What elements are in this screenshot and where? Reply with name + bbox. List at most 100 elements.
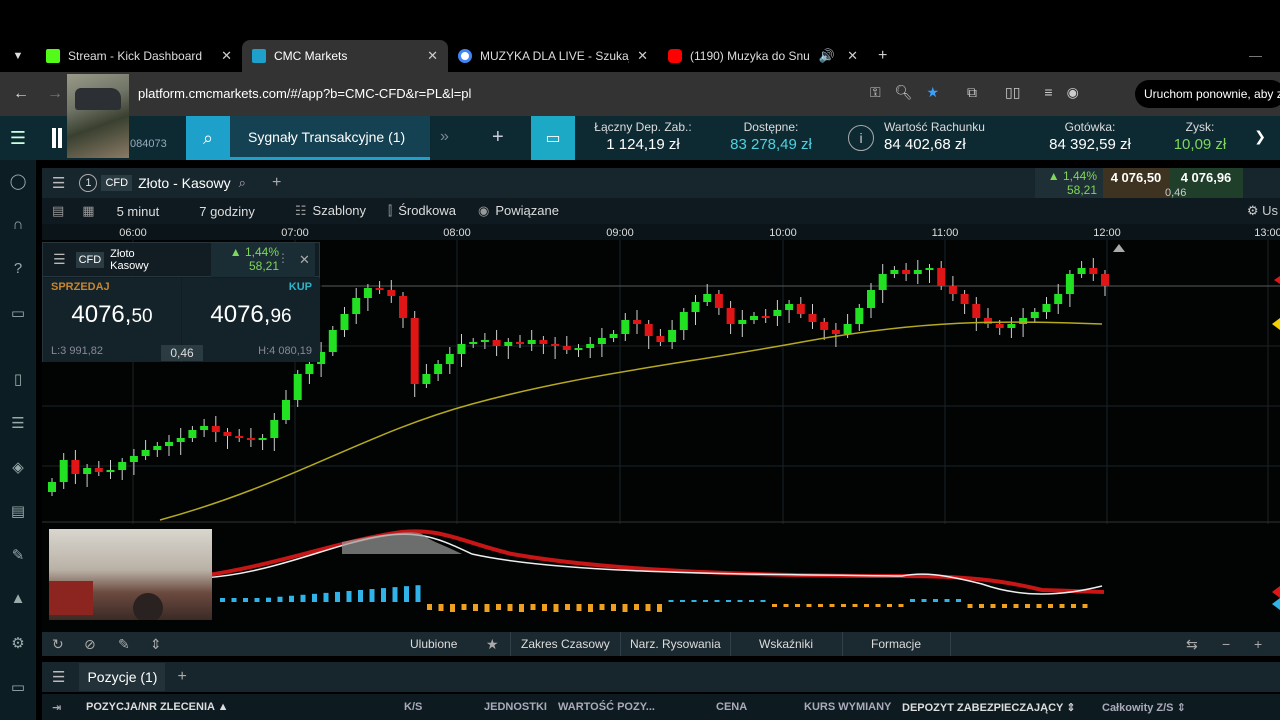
patterns-button[interactable]: Formacje bbox=[871, 637, 922, 651]
info-icon[interactable]: i bbox=[848, 125, 874, 151]
zoom-icon[interactable]: 🔍︎ bbox=[894, 84, 913, 100]
macd-histogram-bar bbox=[933, 599, 938, 602]
close-icon[interactable]: ✕ bbox=[221, 48, 232, 63]
reading-mode-icon[interactable]: ▯▯ bbox=[1005, 84, 1021, 100]
chart-settings[interactable]: ⚙ Us bbox=[1247, 203, 1278, 219]
add-tab-icon[interactable]: + bbox=[177, 668, 187, 685]
column-exchange-rate[interactable]: KURS WYMIANY bbox=[804, 701, 892, 713]
linked-button[interactable]: Powiązane bbox=[495, 203, 559, 218]
stat-value: 10,09 zł bbox=[1173, 136, 1227, 153]
tab-positions[interactable]: Pozycje (1) bbox=[79, 663, 166, 691]
tab-label: Stream - Kick Dashboard bbox=[68, 49, 203, 63]
study-button[interactable]: Środkowa bbox=[398, 203, 457, 218]
candle-up bbox=[621, 320, 630, 334]
candle-up bbox=[773, 310, 782, 316]
book-icon[interactable]: ▯ bbox=[13, 371, 23, 388]
browser-tab-youtube[interactable]: (1190) Muzyka do Snu + M 🔊 ✕ bbox=[658, 40, 868, 72]
url-field[interactable]: platform.cmcmarkets.com/#/app?b=CMC-CFD&… bbox=[138, 86, 472, 101]
column-total-pl[interactable]: Całkowity Z/S ⇕ bbox=[1102, 701, 1186, 714]
add-tab-icon[interactable]: + bbox=[492, 126, 504, 148]
candle-up bbox=[750, 316, 758, 320]
sell-button[interactable]: SPRZEDAJ 4076,50 L:3 991,82 bbox=[43, 278, 181, 362]
wallet-icon[interactable]: ▭ bbox=[531, 116, 575, 160]
grid-icon[interactable]: ▦ bbox=[82, 203, 95, 218]
back-icon[interactable]: ← bbox=[13, 85, 29, 102]
tools-icon[interactable]: ✎ bbox=[11, 547, 25, 564]
settings-icon[interactable]: ⚙ bbox=[11, 635, 25, 652]
column-price[interactable]: CENA bbox=[716, 701, 748, 713]
drawing-tools-button[interactable]: Narz. Rysowania bbox=[630, 637, 721, 651]
new-tab-icon[interactable]: + bbox=[878, 47, 888, 64]
macd-histogram-bar bbox=[231, 598, 237, 602]
expand-icon[interactable]: ⇥ bbox=[52, 702, 62, 714]
minus-icon[interactable]: − bbox=[1222, 636, 1231, 652]
macd-histogram-bar bbox=[507, 604, 513, 611]
browser-tab-kick[interactable]: Stream - Kick Dashboard ✕ bbox=[36, 40, 242, 72]
star-icon[interactable]: ★ bbox=[926, 84, 939, 100]
list-icon[interactable]: ☰ bbox=[11, 415, 25, 432]
star-icon[interactable]: ★ bbox=[486, 636, 499, 652]
document-icon[interactable]: ▤ bbox=[10, 503, 26, 520]
forward-icon[interactable]: → bbox=[47, 85, 63, 102]
browser-tab-google[interactable]: MUZYKA DLA LIVE - Szukaj w G ✕ bbox=[448, 40, 658, 72]
browser-tab-cmc[interactable]: CMC Markets ✕ bbox=[242, 40, 448, 72]
drag-handle-icon[interactable]: ⋮ bbox=[277, 251, 289, 265]
candle-up bbox=[1019, 318, 1028, 324]
cancel-icon[interactable]: ⊘ bbox=[84, 636, 96, 652]
tab-trading-signals[interactable]: Sygnały Transakcyjne (1) bbox=[230, 116, 430, 160]
column-margin[interactable]: DEPOZYT ZABEZPIECZAJĄCY ⇕ bbox=[902, 701, 1075, 714]
tag-icon[interactable]: ◈ bbox=[12, 459, 24, 476]
help-icon[interactable]: ? bbox=[13, 260, 23, 277]
refresh-icon[interactable]: ↻ bbox=[52, 636, 64, 652]
time-range-button[interactable]: Zakres Czasowy bbox=[521, 637, 610, 651]
card-icon[interactable]: ▭ bbox=[10, 305, 26, 322]
interval-selector[interactable]: 5 minut bbox=[116, 203, 160, 219]
search-icon[interactable]: ⌕ bbox=[238, 175, 246, 190]
profile-icon[interactable]: ◉ bbox=[1066, 84, 1079, 100]
range-selector[interactable]: 7 godziny bbox=[199, 203, 255, 219]
menu-icon[interactable]: ☰ bbox=[53, 251, 66, 267]
minimize-icon[interactable]: — bbox=[1249, 48, 1262, 63]
indicators-button[interactable]: Wskaźniki bbox=[759, 637, 814, 651]
close-icon[interactable]: ✕ bbox=[299, 252, 310, 267]
column-units[interactable]: JEDNOSTKI bbox=[484, 701, 547, 713]
user-icon[interactable]: ◯ bbox=[9, 173, 27, 190]
mini-buy-price[interactable]: 4 076,96 bbox=[1169, 168, 1243, 198]
candle-down bbox=[796, 304, 805, 314]
main-menu-icon[interactable]: ☰ bbox=[9, 127, 27, 148]
double-chevron-icon[interactable]: » bbox=[440, 128, 449, 145]
column-position[interactable]: POZYCJA/NR ZLECENIA ▲ bbox=[86, 701, 229, 713]
education-icon[interactable]: ▲ bbox=[10, 590, 26, 607]
pencil-icon[interactable]: ✎ bbox=[118, 636, 130, 652]
menu-icon[interactable]: ☰ bbox=[52, 175, 66, 192]
chart-canvas[interactable]: 06:00 07:00 08:00 09:00 10:00 11:00 12:00 13:00 bbox=[42, 224, 1280, 632]
media-icon[interactable]: ≡ bbox=[1044, 84, 1053, 100]
add-chart-icon[interactable]: + bbox=[271, 174, 282, 191]
restart-button[interactable]: Uruchom ponownie, aby zakt bbox=[1135, 80, 1280, 108]
window-icon[interactable]: ▭ bbox=[10, 679, 26, 696]
favorites-button[interactable]: Ulubione bbox=[410, 637, 458, 651]
menu-icon[interactable]: ☰ bbox=[52, 669, 66, 686]
column-side[interactable]: K/S bbox=[404, 701, 423, 713]
key-icon[interactable]: ⚿ bbox=[870, 84, 881, 100]
close-icon[interactable]: ✕ bbox=[637, 48, 648, 63]
close-icon[interactable]: ✕ bbox=[427, 48, 438, 63]
chevron-right-icon[interactable]: ❯ bbox=[1254, 128, 1266, 144]
close-icon[interactable]: ✕ bbox=[847, 48, 858, 63]
column-position-value[interactable]: WARTOŚĆ POZY... bbox=[558, 701, 655, 713]
buy-button[interactable]: KUP 4076,96 H:4 080,19 bbox=[182, 278, 320, 362]
layout-icon[interactable]: ▤ bbox=[52, 203, 65, 218]
move-icon[interactable]: ⇕ bbox=[150, 636, 162, 652]
plus-icon[interactable]: + bbox=[1254, 636, 1263, 652]
instrument-name[interactable]: Złoto - Kasowy bbox=[138, 175, 231, 191]
divider bbox=[950, 632, 951, 656]
pin-icon[interactable]: ⇆ bbox=[1186, 636, 1198, 652]
search-icon[interactable]: ⌕ bbox=[186, 116, 230, 160]
tab-search-chevron-icon[interactable]: ▼ bbox=[12, 50, 24, 62]
candle-up bbox=[913, 270, 922, 274]
templates-button[interactable]: Szablony bbox=[312, 203, 367, 218]
mini-sell-price[interactable]: 4 076,50 bbox=[1103, 168, 1169, 198]
headset-icon[interactable]: ∩ bbox=[12, 216, 24, 233]
speaker-icon[interactable]: 🔊 bbox=[818, 48, 836, 63]
extensions-icon[interactable]: ⧉ bbox=[967, 84, 977, 100]
